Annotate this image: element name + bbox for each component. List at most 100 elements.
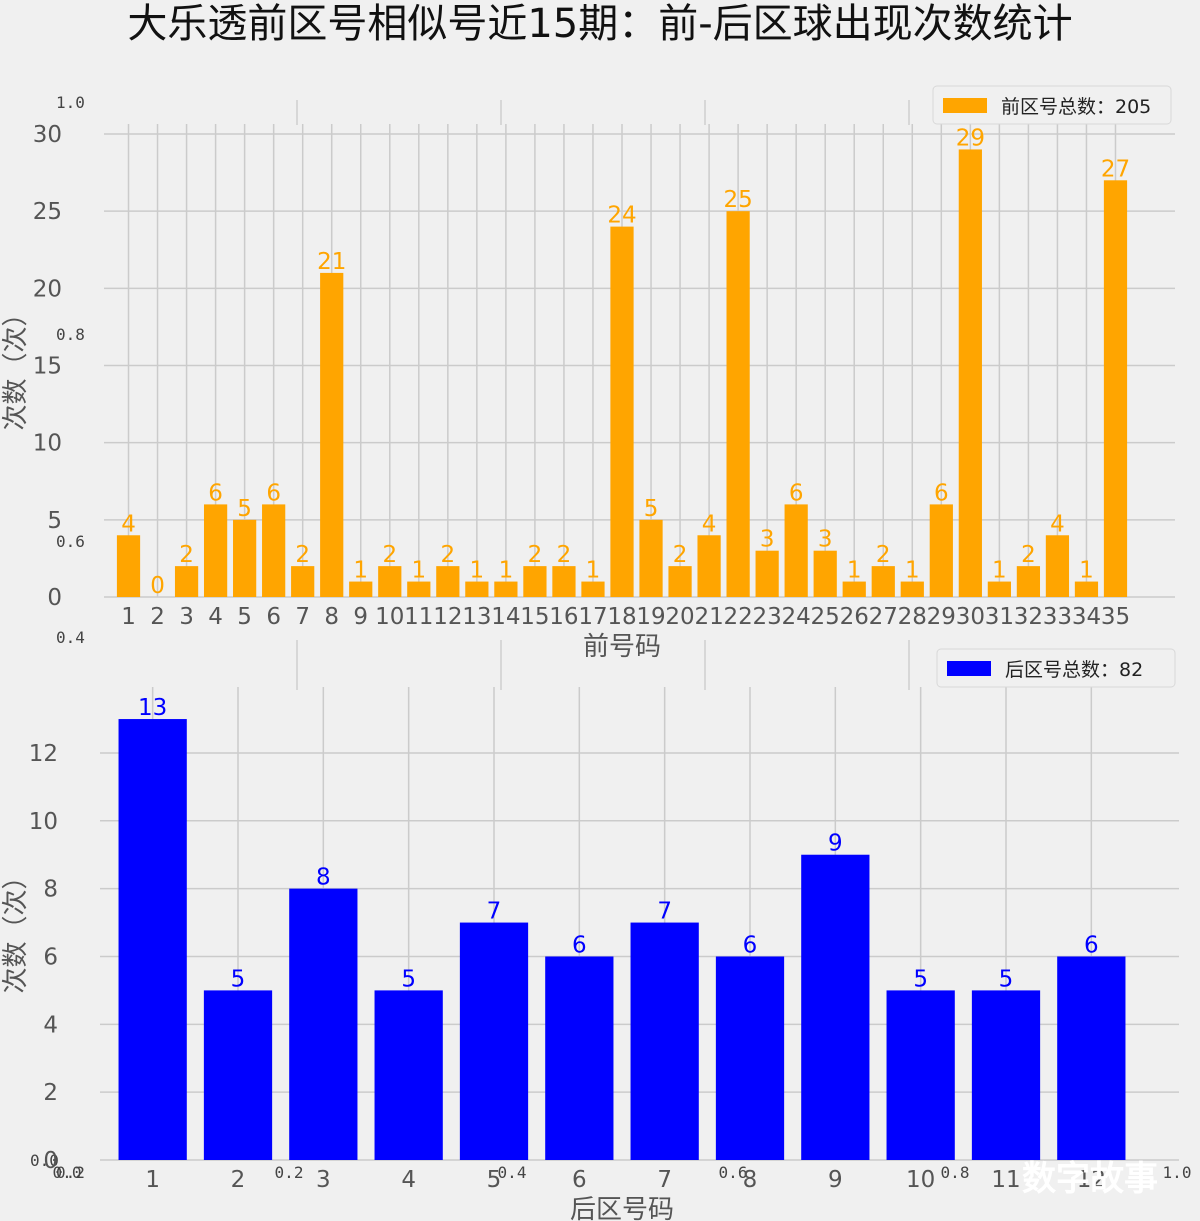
bar [116,535,141,597]
bar [407,581,431,597]
bar [262,504,286,597]
bar [630,922,699,1160]
bar-value-label: 1 [905,558,920,584]
chart-title: 大乐透前区号相似号近15期：前-后区球出现次数统计 [127,1,1073,47]
bar-value-label: 9 [828,831,843,857]
front-zone-chart: 0510152025304102236455662721819210111212… [1,85,1175,662]
y-tick-label: 30 [33,122,62,148]
x-tick-label: 8 [324,604,339,630]
bar-value-label: 6 [1084,932,1099,958]
bar [1057,956,1126,1160]
bar-value-label: 25 [723,187,752,213]
bar [801,854,870,1160]
x-tick-label: 29 [927,604,956,630]
bar-value-label: 2 [876,542,891,568]
y-tick-label: 20 [33,276,62,302]
bar-value-label: 0 [150,573,165,599]
bar [523,566,547,597]
bar [374,990,443,1160]
bar [958,149,982,597]
ghost-y-tick-label: 0.0 [30,1151,59,1170]
bar-value-label: 29 [956,125,985,151]
bar [203,990,273,1160]
x-tick-label: 7 [295,604,310,630]
bar-value-label: 6 [266,480,281,506]
bar-value-label: 6 [934,480,949,506]
ghost-y-tick-label: 0.8 [56,325,85,344]
x-tick-label: 17 [578,604,607,630]
bar-value-label: 5 [237,496,252,522]
x-tick-label: 26 [840,604,869,630]
bar-value-label: 2 [179,542,194,568]
y-tick-label: 25 [33,199,62,225]
bar-value-label: 1 [586,558,601,584]
bar [755,550,779,597]
x-tick-label: 19 [636,604,665,630]
bar-value-label: 4 [121,511,136,537]
bar [233,519,257,597]
x-tick-label: 6 [266,604,281,630]
bar [784,504,808,597]
x-tick-label: 6 [572,1167,587,1193]
x-tick-label: 32 [1014,604,1043,630]
y-tick-label: 0 [43,1148,58,1174]
y-tick-label: 12 [29,741,58,767]
y-tick-label: 2 [43,1080,58,1106]
legend-label: 前区号总数：205 [1001,96,1151,118]
bar-value-label: 5 [401,966,416,992]
x-tick-label: 16 [549,604,578,630]
bar-value-label: 2 [557,542,572,568]
y-axis-label: 次数（次） [1,863,31,993]
bar [1045,535,1070,597]
bar [378,566,402,597]
bar [545,956,614,1160]
ghost-x-tick-label: 0.2 [275,1163,304,1182]
bar-value-label: 1 [499,558,514,584]
bar-value-label: 2 [441,542,456,568]
bar-value-label: 27 [1101,156,1130,182]
x-tick-label: 11 [404,604,433,630]
ghost-x-tick-label: 1.0 [1163,1163,1192,1182]
x-tick-label: 10 [375,604,404,630]
y-tick-label: 4 [43,1012,58,1038]
bar-value-label: 5 [999,966,1014,992]
x-tick-label: 3 [179,604,194,630]
bar [291,566,315,597]
x-tick-label: 28 [898,604,927,630]
bar [1074,581,1099,597]
x-tick-label: 13 [462,604,491,630]
bar-value-label: 6 [572,932,587,958]
bar [726,211,750,597]
bar [842,581,866,597]
x-tick-label: 24 [782,604,811,630]
x-tick-label: 3 [316,1167,331,1193]
legend-box [936,648,1176,688]
x-tick-label: 4 [208,604,223,630]
bar-value-label: 1 [353,558,368,584]
x-axis-label: 后区号码 [570,1195,674,1221]
bar-value-label: 2 [295,542,310,568]
y-tick-label: 15 [33,354,62,380]
ghost-y-tick-label: 0.4 [56,628,85,647]
bar-value-label: 6 [208,480,223,506]
bar [1103,180,1128,598]
bar-value-label: 2 [528,542,543,568]
bar [871,566,895,597]
x-tick-label: 20 [665,604,694,630]
bar-value-label: 3 [818,527,833,553]
x-tick-label: 2 [150,604,165,630]
bar-value-label: 4 [702,511,717,537]
bar-value-label: 24 [607,203,636,229]
bar [465,581,489,597]
bar-value-label: 7 [487,899,502,925]
ghost-x-tick-label: 0.6 [719,1163,748,1182]
ghost-y-tick-label: 1.0 [56,93,85,112]
ghost-x-tick-label: 0.0 [53,1163,82,1182]
x-tick-label: 15 [520,604,549,630]
bar-value-label: 1 [992,558,1007,584]
bar [1016,566,1041,597]
bar-value-label: 7 [657,899,672,925]
x-tick-label: 5 [237,604,252,630]
bar [715,956,785,1160]
